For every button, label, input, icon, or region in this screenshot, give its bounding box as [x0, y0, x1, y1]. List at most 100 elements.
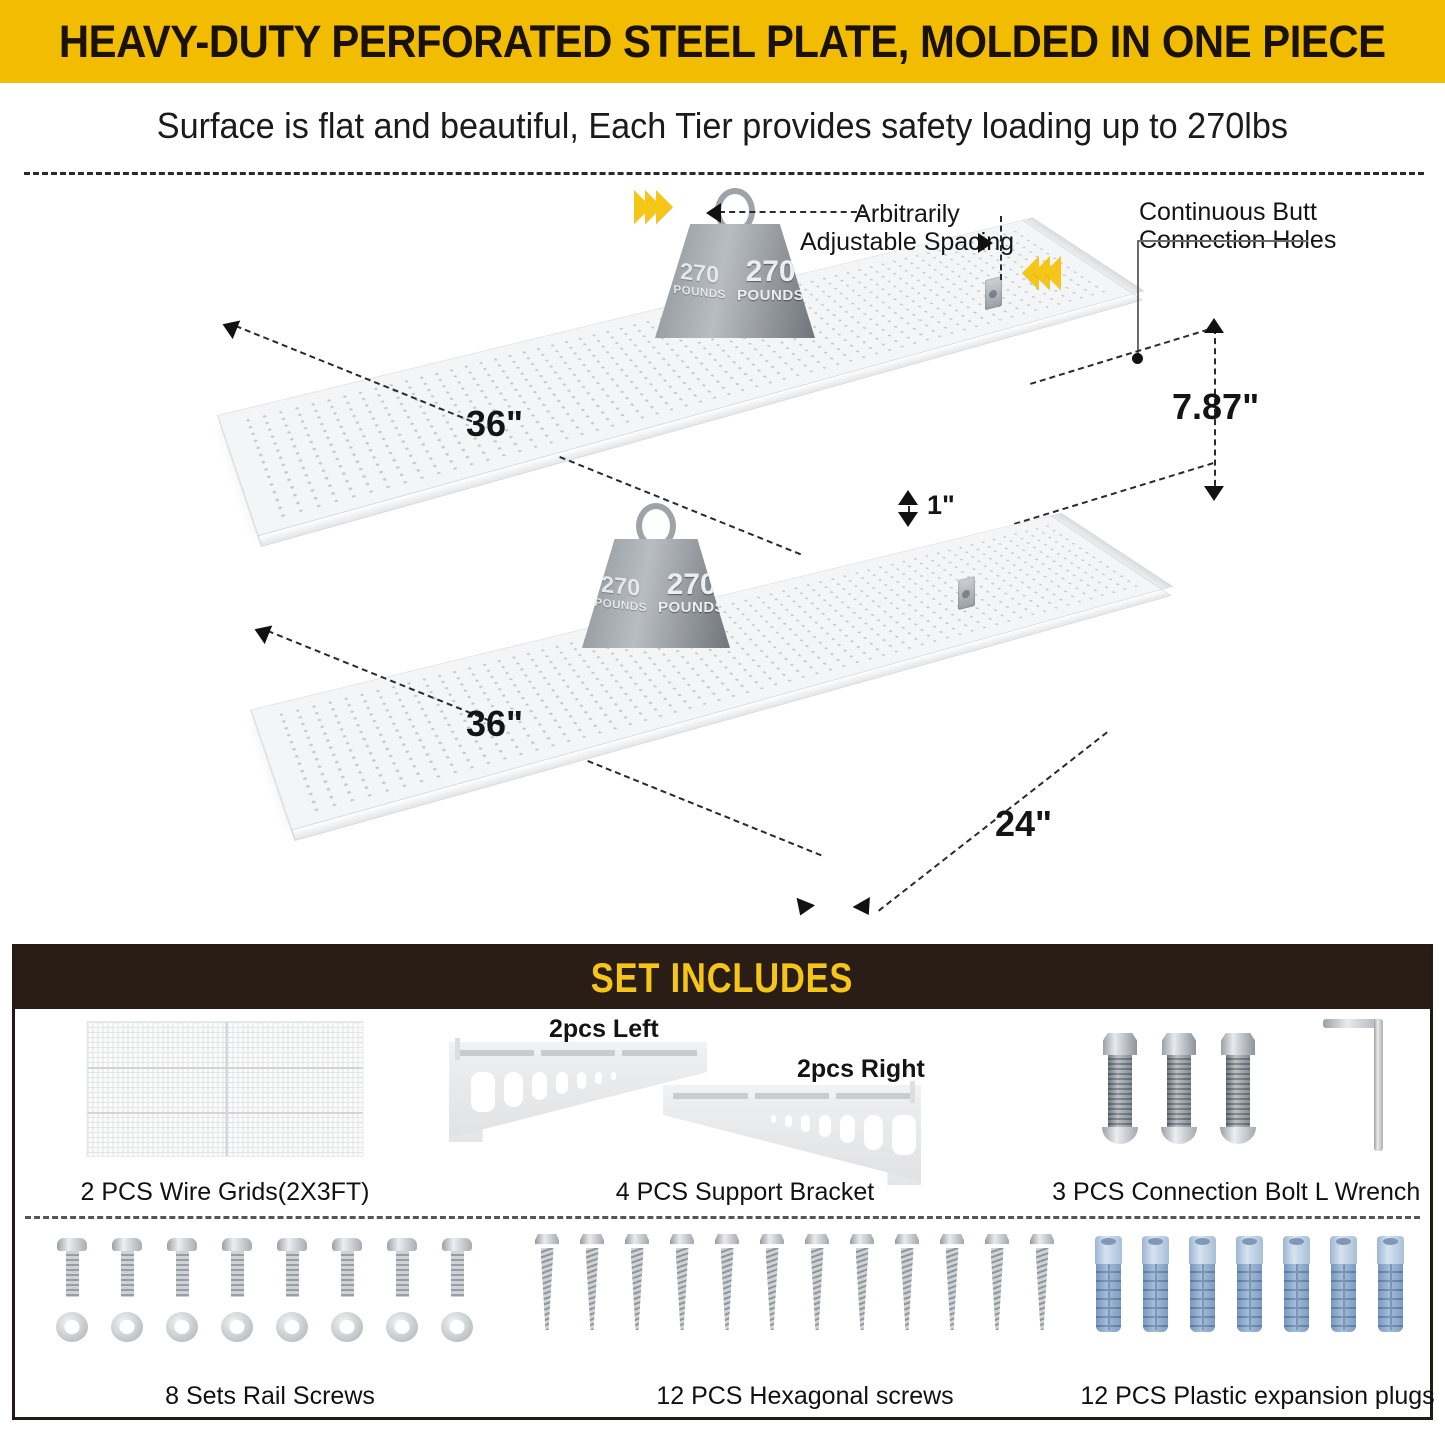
weight-face-left-bottom: 270 POUNDS: [594, 571, 647, 614]
bolt-head: [1103, 1033, 1137, 1055]
dim-arrow-thickness-down: [898, 512, 918, 527]
plug-collar: [1283, 1236, 1310, 1264]
hex-screw-head: [670, 1234, 694, 1245]
dim-label-thickness: 1": [927, 490, 955, 520]
hex-screw-head: [850, 1234, 874, 1245]
hex-screw-body: [765, 1248, 779, 1330]
expansion-plug-icon: [1142, 1236, 1169, 1332]
hex-screw-icon: [805, 1234, 829, 1330]
connection-bolt-art: [1055, 1009, 1305, 1178]
part-label-rail-screws: 8 Sets Rail Screws: [165, 1382, 375, 1410]
leader-spacing: [719, 211, 867, 213]
bolt-tip: [1102, 1127, 1138, 1144]
dim-arrow-height-up: [1204, 318, 1224, 333]
part-label-support-brackets: 4 PCS Support Bracket: [615, 1178, 875, 1206]
set-includes-header: SET INCLUDES: [15, 947, 1430, 1009]
part-expansion-plugs: 12 PCS Plastic expansion plugs: [1080, 1216, 1435, 1420]
rail-screw-head: [277, 1238, 307, 1251]
dim-leader-thickness: [908, 496, 910, 522]
hex-screw-icon: [670, 1234, 694, 1330]
page-title: HEAVY-DUTY PERFORATED STEEL PLATE, MOLDE…: [59, 15, 1386, 67]
rail-screw-head: [442, 1238, 472, 1251]
rail-screw-shank: [340, 1251, 354, 1297]
bracket-left-slots: [459, 1050, 697, 1056]
plug-body: [1237, 1264, 1262, 1332]
dim-arrow-bottom-width: [250, 619, 273, 645]
load-weight-top: 270 POUNDS 270 POUNDS: [655, 188, 815, 338]
rail-screw-icon: [167, 1238, 197, 1297]
header-bar: HEAVY-DUTY PERFORATED STEEL PLATE, MOLDE…: [0, 0, 1445, 83]
plug-collar: [1142, 1236, 1169, 1264]
bracket-sublabel-right: 2pcs Right: [797, 1055, 925, 1083]
part-label-hex-screws: 12 PCS Hexagonal screws: [656, 1382, 954, 1410]
hex-screw-icon: [895, 1234, 919, 1330]
bolt-head: [1162, 1033, 1196, 1055]
dim-leader-height-upper: [1030, 325, 1219, 385]
plug-body: [1143, 1264, 1168, 1332]
set-includes-row-divider: [25, 1216, 1420, 1219]
expansion-plug-icon: [1377, 1236, 1404, 1332]
set-includes-title: SET INCLUDES: [591, 954, 854, 1001]
weight-face-left: 270 POUNDS: [673, 258, 726, 302]
dim-arrow-bottom-width-end: [790, 897, 816, 920]
rail-screw-head: [387, 1238, 417, 1251]
hex-screw-head: [1030, 1234, 1054, 1245]
dim-label-depth: 24": [995, 803, 1053, 844]
dim-leader-height-lower: [1014, 462, 1214, 525]
subheading: Surface is flat and beautiful, Each Tier…: [0, 92, 1445, 160]
hex-screw-icon: [850, 1234, 874, 1330]
part-label-l-wrench: L Wrench: [1314, 1178, 1421, 1206]
leader-holes-vertical: [1137, 240, 1139, 358]
hex-screw-head: [535, 1234, 559, 1245]
expansion-plug-icon: [1095, 1236, 1122, 1332]
l-wrench-art: [1305, 1009, 1430, 1178]
hex-screw-head: [985, 1234, 1009, 1245]
weight-face-front-bottom: 270 POUNDS: [658, 567, 726, 617]
dim-arrow-depth: [852, 897, 878, 920]
rail-screw-shank: [175, 1251, 189, 1297]
expansion-plug-icon: [1189, 1236, 1216, 1332]
washer-icon: [221, 1312, 253, 1342]
part-wire-grids: 2 PCS Wire Grids(2X3FT): [15, 1009, 435, 1216]
hex-screw-body: [855, 1248, 869, 1330]
callout-adjustable-spacing: Arbitrarily Adjustable Spacing: [800, 200, 1015, 256]
part-label-expansion-plugs: 12 PCS Plastic expansion plugs: [1080, 1382, 1435, 1410]
hex-screw-body: [540, 1248, 554, 1330]
washer-icon: [56, 1312, 88, 1342]
part-label-connection-bolts: 3 PCS Connection Bolt: [1052, 1178, 1308, 1206]
hex-screw-head: [625, 1234, 649, 1245]
rail-screw-head: [112, 1238, 142, 1251]
plug-collar: [1095, 1236, 1122, 1264]
subheading-text: Surface is flat and beautiful, Each Tier…: [156, 105, 1289, 146]
expansion-plug-art: [1085, 1216, 1430, 1382]
expansion-plug-icon: [1330, 1236, 1357, 1332]
rail-screw-icon: [332, 1238, 362, 1297]
washer-icon: [331, 1312, 363, 1342]
wrench-short-arm: [1323, 1019, 1383, 1028]
leader-spacing-vertical: [1000, 216, 1002, 280]
plug-collar: [1189, 1236, 1216, 1264]
part-support-brackets: 2pcs Left 2pcs Right: [435, 1009, 1055, 1216]
part-rail-screws: 8 Sets Rail Screws: [15, 1216, 525, 1420]
dim-arrow-top-width: [218, 314, 241, 340]
hex-screw-head: [940, 1234, 964, 1245]
hex-screw-body: [630, 1248, 644, 1330]
washer-icon: [276, 1312, 308, 1342]
hex-screw-icon: [580, 1234, 604, 1330]
bracket-sublabel-left: 2pcs Left: [549, 1015, 659, 1043]
part-l-wrench: L Wrench: [1305, 1009, 1430, 1216]
part-label-wire-grids: 2 PCS Wire Grids(2X3FT): [80, 1178, 370, 1206]
bracket-left-tab: [455, 1038, 460, 1060]
rail-screw-icon: [442, 1238, 472, 1297]
hex-screw-head: [760, 1234, 784, 1245]
rail-screw-shank: [65, 1251, 79, 1297]
rail-screw-icon: [57, 1238, 87, 1297]
washer-icon: [166, 1312, 198, 1342]
hex-screw-body: [720, 1248, 734, 1330]
hex-screw-body: [945, 1248, 959, 1330]
connection-bracket-nub-bottom: [958, 575, 975, 611]
rail-screw-art: [15, 1216, 525, 1382]
part-hex-screws: 12 PCS Hexagonal screws: [525, 1216, 1085, 1420]
wrench-long-arm: [1374, 1019, 1383, 1151]
part-connection-bolts: 3 PCS Connection Bolt: [1052, 1009, 1308, 1216]
